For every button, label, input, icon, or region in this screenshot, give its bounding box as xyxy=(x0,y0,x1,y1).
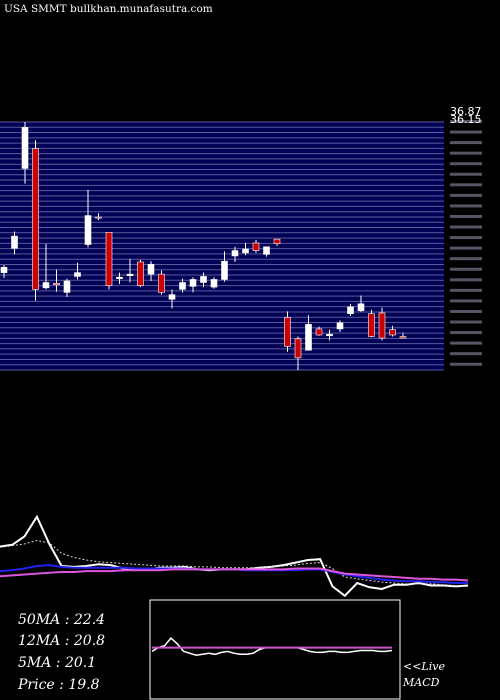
moving-average-chart xyxy=(0,514,469,598)
ma-series-line xyxy=(0,514,469,598)
macd-label: MACD xyxy=(403,676,440,689)
price-tick-label xyxy=(450,257,482,261)
candle-body xyxy=(378,312,386,339)
price-tick-label xyxy=(450,362,482,366)
price-grid xyxy=(0,120,482,371)
candle-body xyxy=(200,276,207,283)
candle-body xyxy=(357,303,365,311)
ma12-readout: 12MA : 20.8 xyxy=(18,633,106,649)
candle-body xyxy=(84,215,92,245)
price-tick-label xyxy=(450,331,482,335)
ma-series-line xyxy=(0,564,468,584)
price-tick-label xyxy=(450,183,482,187)
candle-body xyxy=(147,263,155,275)
price-tick-label xyxy=(450,352,482,356)
candle-body xyxy=(347,306,354,315)
candle-body xyxy=(294,338,302,359)
ma-series-line xyxy=(0,539,469,587)
price-tick-label xyxy=(450,130,482,134)
price-tick-label xyxy=(450,193,482,197)
price-tick-label xyxy=(450,299,482,303)
candle-body xyxy=(32,148,39,290)
price-tick-label xyxy=(450,172,482,176)
candle-body xyxy=(263,246,270,255)
candle-body xyxy=(74,272,81,277)
candles xyxy=(0,122,407,370)
ma50-readout: 50MA : 22.4 xyxy=(18,612,106,628)
price-tick-label xyxy=(450,309,482,313)
candle-body xyxy=(252,242,260,251)
price-tick-label xyxy=(450,341,482,345)
candle-body xyxy=(105,232,113,286)
candle-body xyxy=(95,216,102,219)
price-label-second: 36.15 xyxy=(450,113,482,126)
price-label-top: 36.87 xyxy=(450,105,482,118)
macd-lines xyxy=(151,637,393,656)
candle-body xyxy=(53,282,60,286)
live-label: <<Live xyxy=(403,660,445,673)
candle-body xyxy=(168,294,176,300)
candle-body xyxy=(315,328,323,336)
candle-body xyxy=(368,313,375,337)
price-tick-label xyxy=(450,214,482,218)
price-tick-label xyxy=(450,225,482,229)
candle-body xyxy=(179,282,186,290)
candle-body xyxy=(326,333,333,337)
candle-body xyxy=(126,273,134,276)
candle-body xyxy=(63,280,71,293)
price-tick-label xyxy=(450,288,482,292)
price-tick-label xyxy=(450,162,482,166)
candle-body xyxy=(116,276,123,280)
candle-body xyxy=(242,248,249,254)
price-tick-label xyxy=(450,236,482,240)
price-tick-label xyxy=(450,120,482,123)
candle-body xyxy=(0,267,8,273)
price-readout: Price : 19.8 xyxy=(18,677,100,693)
candle-body xyxy=(389,329,396,336)
price-tick-label xyxy=(450,267,482,271)
price-tick-label xyxy=(450,320,482,324)
candle-body xyxy=(189,279,197,287)
candle-body xyxy=(42,282,50,289)
candle-body xyxy=(399,336,407,339)
price-tick-label xyxy=(450,204,482,208)
candle-body xyxy=(11,235,18,249)
ma-series-line xyxy=(0,567,469,582)
candle-body xyxy=(284,317,291,347)
price-tick-label xyxy=(450,141,482,145)
price-tick-label xyxy=(450,151,482,155)
macd-panel xyxy=(149,599,401,700)
candle-body xyxy=(221,260,228,280)
candle-body xyxy=(336,322,344,330)
price-tick-label xyxy=(450,278,482,282)
ma5-readout: 5MA : 20.1 xyxy=(18,655,97,671)
candle-body xyxy=(231,250,239,257)
candle-body xyxy=(158,273,165,293)
chart-header-title: USA SMMT bullkhan.munafasutra.com xyxy=(4,3,213,15)
candle-body xyxy=(210,279,218,288)
price-tick-label xyxy=(450,246,482,250)
candle-body xyxy=(21,127,29,169)
candle-body xyxy=(305,324,312,351)
candle-body xyxy=(137,261,144,286)
candle-body xyxy=(273,238,281,245)
